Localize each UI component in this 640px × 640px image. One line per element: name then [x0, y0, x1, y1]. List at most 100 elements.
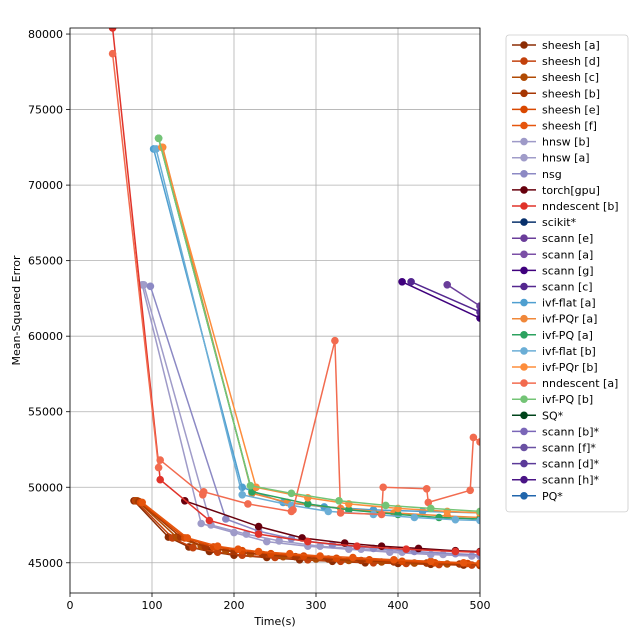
legend-item: nsg — [512, 168, 562, 181]
series-layer — [108, 28, 480, 570]
legend-swatch-marker — [520, 170, 528, 178]
data-point — [154, 134, 163, 143]
data-point — [398, 278, 406, 286]
legend-label: scann [e] — [542, 232, 593, 245]
legend-swatch-marker — [520, 395, 528, 404]
legend-label: PQ* — [542, 490, 563, 503]
series-scann-e — [443, 281, 480, 310]
data-point — [476, 559, 480, 567]
data-point — [267, 549, 275, 558]
y-axis-label: Mean-Squared Error — [10, 255, 23, 365]
data-point — [304, 500, 312, 508]
data-point — [345, 506, 353, 514]
data-point — [238, 491, 246, 499]
data-point — [140, 281, 148, 289]
legend-item: hnsw [b] — [512, 136, 590, 149]
data-point — [289, 506, 297, 514]
data-point — [205, 516, 214, 525]
legend-item: scann [c] — [512, 281, 593, 294]
series-sheesh-f — [138, 498, 480, 567]
data-point — [476, 314, 480, 322]
x-tick-label: 100 — [142, 599, 163, 612]
data-point — [222, 515, 230, 523]
data-point — [398, 557, 406, 566]
legend-swatch-marker — [520, 411, 528, 420]
data-point — [156, 456, 164, 464]
legend-swatch-marker — [520, 121, 528, 130]
legend-item: nndescent [b] — [512, 200, 619, 213]
legend-item: sheesh [e] — [512, 103, 600, 116]
series-line — [184, 500, 480, 553]
x-tick-label: 300 — [306, 599, 327, 612]
legend-swatch-marker — [520, 298, 528, 307]
y-tick-label: 55000 — [28, 406, 63, 419]
legend-swatch-marker — [520, 250, 528, 259]
data-point — [254, 530, 263, 538]
series-scann-g — [398, 278, 480, 322]
data-point — [427, 504, 435, 513]
data-point — [469, 433, 478, 442]
legend-swatch-marker — [520, 186, 528, 194]
data-point — [156, 475, 164, 484]
legend-item: hnsw [a] — [512, 152, 590, 165]
data-point — [427, 557, 435, 566]
data-point — [244, 500, 252, 508]
y-tick-label: 50000 — [28, 481, 63, 494]
x-axis-label: Time(s) — [253, 615, 295, 628]
data-point — [377, 542, 386, 550]
legend-item: scann [h]* — [512, 474, 600, 487]
data-point — [349, 553, 357, 562]
legend-label: sheesh [c] — [542, 71, 599, 84]
data-point — [377, 510, 386, 519]
legend-label: scann [c] — [542, 281, 593, 294]
legend-swatch-marker — [520, 314, 528, 323]
legend-label: torch[gpu] — [542, 184, 600, 197]
series-line — [111, 53, 480, 516]
legend-item: scann [f]* — [512, 442, 596, 455]
data-point — [459, 559, 468, 567]
data-point — [328, 540, 337, 549]
legend-label: scann [d]* — [542, 458, 600, 471]
legend-label: ivf-flat [b] — [542, 345, 596, 358]
legend-item: scann [g] — [512, 264, 594, 277]
data-point — [199, 488, 208, 496]
data-point — [152, 145, 160, 153]
legend-item: ivf-flat [a] — [512, 297, 596, 310]
legend-swatch-marker — [520, 234, 528, 242]
data-point — [213, 542, 222, 550]
data-point — [451, 547, 460, 556]
legend-label: scann [a] — [542, 248, 593, 261]
data-point — [154, 463, 163, 472]
data-point — [108, 49, 117, 58]
data-point — [353, 542, 361, 550]
series-ivf-pq-b — [154, 134, 480, 516]
series-line — [401, 281, 480, 319]
y-tick-label: 80000 — [28, 28, 63, 41]
legend-item: ivf-PQ [a] — [512, 329, 593, 342]
data-point — [287, 489, 296, 498]
legend-label: hnsw [b] — [542, 136, 590, 149]
legend-label: scikit* — [542, 216, 577, 229]
series-line — [141, 501, 480, 564]
data-point — [476, 507, 480, 516]
legend-item: sheesh [f] — [512, 120, 597, 133]
legend-label: hnsw [a] — [542, 152, 590, 165]
data-point — [263, 537, 271, 546]
data-point — [316, 542, 324, 550]
data-point — [379, 483, 388, 492]
data-point — [422, 485, 431, 493]
legend-swatch-marker — [520, 89, 528, 98]
legend-swatch-marker — [520, 41, 528, 49]
legend-item: ivf-PQr [b] — [512, 361, 598, 374]
legend-label: sheesh [b] — [542, 87, 600, 100]
series-line — [152, 148, 480, 514]
legend-item: nndescent [a] — [512, 377, 618, 390]
legend-label: nndescent [b] — [542, 200, 619, 213]
legend-swatch-marker — [520, 202, 528, 210]
data-point — [254, 522, 263, 531]
legend-item: ivf-flat [b] — [512, 345, 596, 358]
series-line — [410, 281, 480, 313]
legend-swatch-marker — [520, 363, 528, 371]
legend-label: sheesh [e] — [542, 103, 600, 116]
data-point — [246, 481, 255, 490]
